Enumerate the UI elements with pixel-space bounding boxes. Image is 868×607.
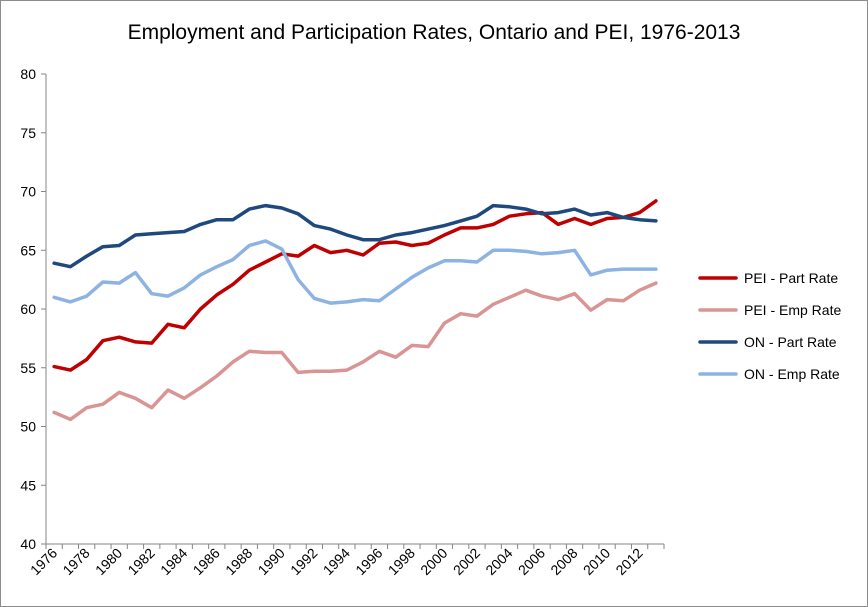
y-tick-label: 70 bbox=[20, 184, 36, 200]
series-line-1 bbox=[52, 281, 658, 422]
x-tick-label: 1988 bbox=[222, 545, 255, 578]
x-tick-label: 2002 bbox=[450, 545, 483, 578]
y-tick-label: 50 bbox=[20, 419, 36, 435]
y-axis-ticks: 40 45 50 55 60 65 70 75 80 bbox=[20, 66, 46, 552]
legend-label: PEI - Part Rate bbox=[744, 270, 838, 286]
x-tick-label: 2004 bbox=[482, 545, 515, 578]
y-tick-label: 65 bbox=[20, 242, 36, 258]
series-line-2 bbox=[52, 203, 658, 269]
x-tick-label: 1992 bbox=[287, 545, 320, 578]
x-tick-label: 2008 bbox=[547, 545, 580, 578]
x-tick-label: 2000 bbox=[417, 545, 450, 578]
x-tick-label: 1978 bbox=[59, 545, 92, 578]
x-tick-label: 2010 bbox=[580, 545, 613, 578]
x-tick-label: 2012 bbox=[612, 545, 645, 578]
x-tick-label: 1990 bbox=[255, 545, 288, 578]
y-tick-label: 45 bbox=[20, 477, 36, 493]
x-tick-label: 1998 bbox=[385, 545, 418, 578]
series-lines bbox=[52, 199, 658, 422]
y-tick-label: 40 bbox=[20, 536, 36, 552]
y-tick-label: 80 bbox=[20, 66, 36, 82]
x-tick-label: 1994 bbox=[320, 545, 353, 578]
x-tick-label: 1984 bbox=[157, 545, 190, 578]
x-tick-label: 1996 bbox=[352, 545, 385, 578]
legend-label: PEI - Emp Rate bbox=[744, 302, 841, 318]
x-tick-label: 1982 bbox=[124, 545, 157, 578]
series-line-0 bbox=[52, 199, 658, 372]
y-tick-label: 60 bbox=[20, 301, 36, 317]
chart-title: Employment and Participation Rates, Onta… bbox=[127, 21, 741, 44]
x-tick-label: 1980 bbox=[92, 545, 125, 578]
series-line-3 bbox=[52, 239, 658, 305]
x-tick-label: 1986 bbox=[190, 545, 223, 578]
legend-label: ON - Part Rate bbox=[744, 334, 837, 350]
y-tick-label: 55 bbox=[20, 360, 36, 376]
y-tick-label: 75 bbox=[20, 125, 36, 141]
x-axis-ticks: 1976 1978 1980 1982 1984 1986 1988 1990 1992 1994… bbox=[27, 544, 665, 578]
legend: PEI - Part Rate PEI - Emp Rate ON - Part R… bbox=[698, 270, 841, 382]
legend-label: ON - Emp Rate bbox=[744, 366, 840, 382]
x-tick-label: 2006 bbox=[515, 545, 548, 578]
